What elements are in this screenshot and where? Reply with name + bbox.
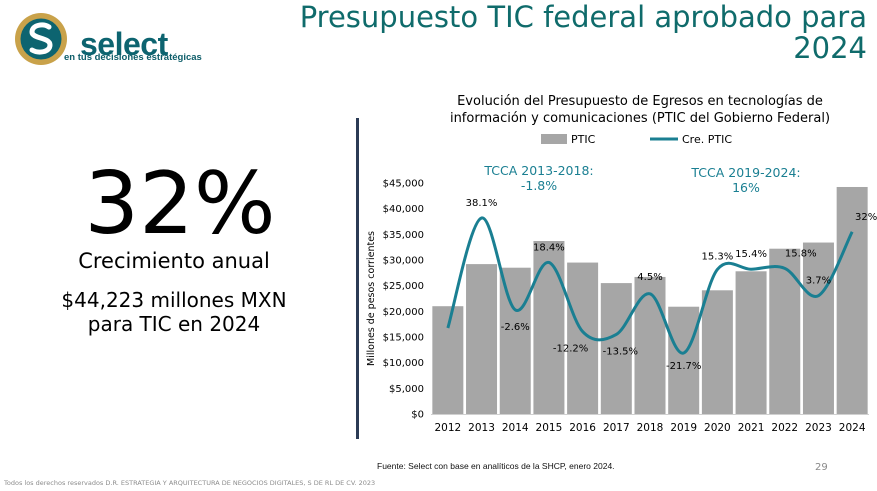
tcca-annotation-line1: TCCA 2019-2024: [690, 165, 800, 180]
source-note: Fuente: Select con base en analíticos de… [377, 461, 615, 471]
growth-line [446, 216, 854, 355]
x-tick-label: 2017 [603, 422, 630, 434]
bar-ptic [634, 276, 666, 414]
select-logo-icon [15, 13, 67, 65]
x-tick-label: 2018 [637, 422, 664, 434]
legend-label-ptic: PTIC [571, 133, 596, 146]
y-tick-label: $10,000 [383, 358, 424, 369]
vertical-divider [356, 118, 359, 439]
growth-data-label: -21.7% [666, 361, 701, 372]
chart-title-line1: Evolución del Presupuesto de Egresos en … [457, 94, 823, 109]
tcca-annotation-line2: -1.8% [521, 178, 557, 193]
bar-ptic [836, 186, 868, 414]
growth-data-label: 4.5% [637, 272, 662, 283]
x-tick-label: 2023 [805, 422, 832, 434]
growth-data-label: 15.4% [735, 249, 767, 260]
x-tick-label: 2020 [704, 422, 731, 434]
brand-name: select [80, 26, 168, 62]
growth-data-label: -2.6% [501, 322, 530, 333]
x-tick-label: 2024 [839, 422, 866, 434]
bar-ptic [668, 306, 700, 414]
bar-ptic [533, 241, 565, 414]
tcca-annotation-line1: TCCA 2013-2018: [483, 163, 593, 178]
budget-chart: PTIC Cre. PTIC Millones de pesos corriente… [366, 133, 877, 434]
growth-percent: 32% [84, 154, 276, 254]
y-tick-label: $35,000 [383, 230, 424, 241]
growth-data-label: 15.8% [785, 248, 817, 259]
x-tick-label: 2016 [569, 422, 596, 434]
bar-ptic [701, 290, 733, 414]
x-tick-label: 2015 [536, 422, 563, 434]
y-axis-label: Millones de pesos corrientes [366, 231, 377, 366]
slide-title-line1: Presupuesto TIC federal aprobado para [299, 0, 867, 34]
x-tick-label: 2019 [670, 422, 697, 434]
footer-copyright: Todos los derechos reservados D.R. ESTRA… [4, 479, 376, 487]
x-tick-label: 2021 [738, 422, 765, 434]
legend-swatch-ptic [541, 134, 567, 144]
y-tick-label: $15,000 [383, 333, 424, 344]
y-tick-label: $40,000 [383, 204, 424, 215]
budget-amount-line2: para TIC en 2024 [87, 312, 261, 336]
budget-amount: $44,223 millones MXN para TIC en 2024 [0, 288, 348, 336]
brand-tagline: en tus decisiones estratégicas [64, 52, 202, 63]
y-tick-label: $20,000 [383, 307, 424, 318]
growth-data-label: 18.4% [533, 242, 565, 253]
tcca-annotation-line2: 16% [732, 180, 760, 195]
x-tick-label: 2014 [502, 422, 529, 434]
y-tick-label: $0 [411, 410, 424, 421]
bar-ptic [735, 271, 767, 414]
growth-data-label: 3.7% [806, 276, 831, 287]
slide-title: Presupuesto TIC federal aprobado para 20… [247, 2, 867, 64]
x-tick-label: 2022 [771, 422, 798, 434]
y-tick-label: $45,000 [383, 179, 424, 190]
bar-ptic [769, 248, 801, 414]
select-logo: select en tus decisiones estratégicas [14, 11, 202, 71]
budget-amount-line1: $44,223 millones MXN [61, 288, 287, 312]
page-number: 29 [815, 462, 828, 473]
y-tick-label: $25,000 [383, 281, 424, 292]
y-tick-label: $5,000 [389, 384, 424, 395]
y-tick-label: $30,000 [383, 256, 424, 267]
x-tick-label: 2013 [468, 422, 495, 434]
bar-ptic [600, 283, 632, 414]
growth-data-label: -12.2% [553, 344, 588, 355]
slide-title-line2: 2024 [793, 31, 867, 65]
bar-ptic [499, 267, 531, 414]
growth-data-label: 32% [855, 212, 877, 223]
chart-title: Evolución del Presupuesto de Egresos en … [440, 93, 840, 127]
growth-label: Crecimiento anual [78, 249, 270, 273]
growth-data-label: 38.1% [466, 198, 498, 209]
bar-ptic [466, 264, 498, 414]
legend-label-cre-ptic: Cre. PTIC [682, 133, 732, 146]
x-tick-label: 2012 [434, 422, 461, 434]
chart-title-line2: información y comunicaciones (PTIC del G… [449, 111, 831, 126]
bar-ptic [802, 242, 834, 414]
growth-data-label: 15.3% [701, 251, 733, 262]
growth-data-label: -13.5% [603, 346, 638, 357]
